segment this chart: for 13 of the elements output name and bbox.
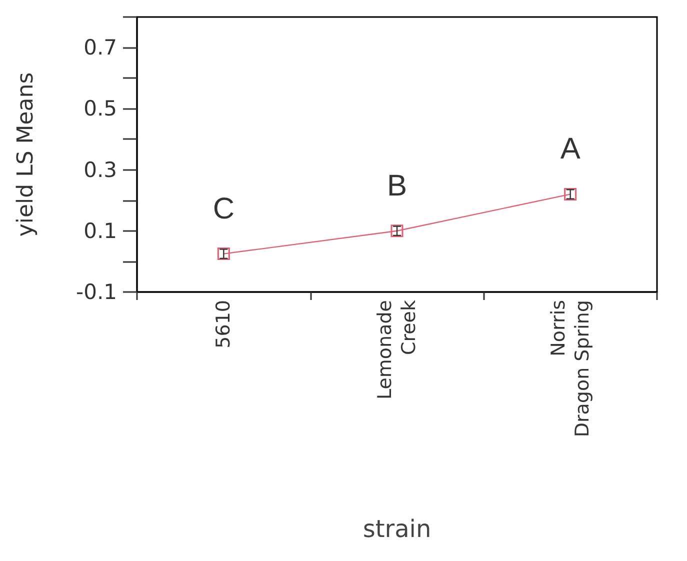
y-tick-label: 0.7: [84, 36, 117, 60]
x-tick-label: Lemonade Creek: [374, 300, 420, 400]
y-axis-title: yield LS Means: [14, 72, 38, 237]
y-tick-label: 0.5: [84, 96, 117, 121]
y-tick-label: -0.1: [76, 280, 117, 304]
annotation: A: [560, 132, 580, 166]
annotation: C: [212, 192, 235, 226]
y-tick-label: 0.1: [84, 218, 117, 243]
annotation: B: [386, 169, 408, 202]
y-tick-label: 0.3: [84, 158, 117, 182]
x-axis-title: strain: [362, 515, 432, 543]
x-tick-label: 5610: [212, 300, 235, 348]
x-tick-label: Norris Dragon Spring: [547, 300, 594, 438]
